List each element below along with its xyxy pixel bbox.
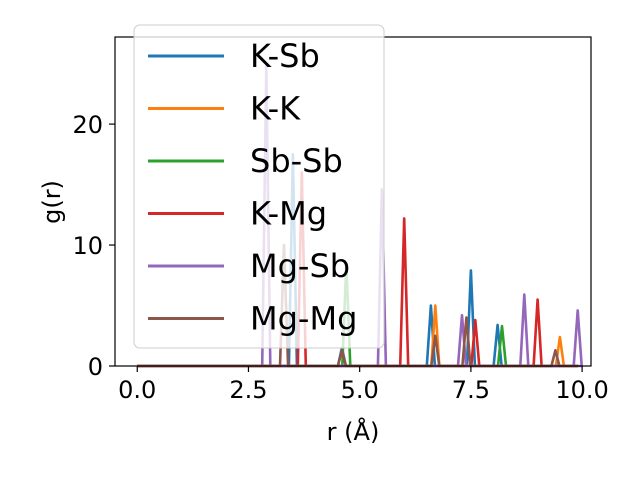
legend-label-4: Mg-Sb — [250, 247, 350, 285]
y-tick-label: 10 — [72, 232, 103, 260]
y-axis-label: g(r) — [38, 180, 66, 224]
x-tick-label: 0.0 — [118, 376, 156, 404]
legend: K-Sb K-K Sb-Sb K-Mg Mg-Sb Mg-Mg — [133, 24, 385, 349]
y-tick-label: 0 — [88, 353, 103, 381]
legend-label-3: K-Mg — [250, 195, 327, 233]
x-axis-label: r (Å) — [327, 417, 380, 446]
x-tick-label: 7.5 — [452, 376, 490, 404]
x-tick-label: 10.0 — [555, 376, 608, 404]
x-tick-label: 5.0 — [341, 376, 379, 404]
y-tick-label: 20 — [72, 111, 103, 139]
x-tick-label: 2.5 — [229, 376, 267, 404]
legend-label-0: K-Sb — [250, 37, 320, 75]
legend-label-2: Sb-Sb — [250, 142, 343, 180]
ticks-layer: 0.0 2.5 5.0 7.5 10.0 0 10 20 — [72, 111, 608, 404]
legend-label-1: K-K — [250, 90, 301, 128]
legend-label-5: Mg-Mg — [250, 300, 357, 338]
